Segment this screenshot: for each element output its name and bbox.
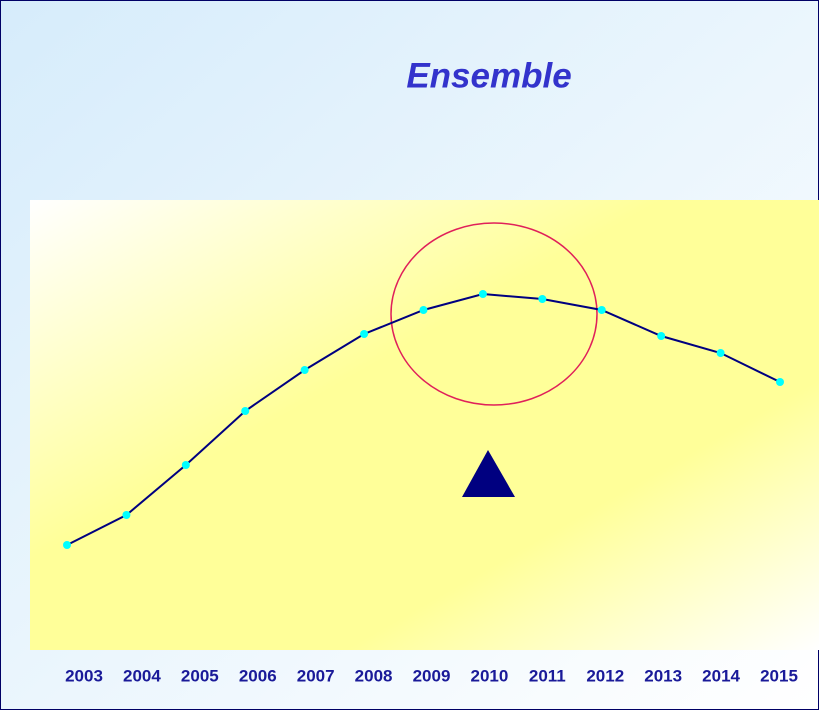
- x-tick-label: 2006: [239, 666, 277, 685]
- x-tick-label: 2003: [65, 666, 103, 685]
- x-tick-label: 2009: [413, 666, 451, 685]
- x-tick-label: 2012: [586, 666, 624, 685]
- chart-panel: [30, 200, 819, 650]
- x-tick-label: 2015: [760, 666, 798, 685]
- pointer-triangle: [462, 450, 515, 497]
- x-tick-label: 2005: [181, 666, 219, 685]
- x-tick-label: 2007: [297, 666, 335, 685]
- x-tick-label: 2013: [644, 666, 682, 685]
- data-point: [538, 295, 547, 303]
- data-point: [716, 349, 725, 357]
- x-tick-label: 2010: [471, 666, 509, 685]
- data-point: [597, 306, 606, 314]
- data-point: [419, 306, 428, 314]
- data-point: [181, 461, 190, 469]
- data-point: [300, 366, 309, 374]
- x-tick-label: 2008: [355, 666, 393, 685]
- x-tick-label: 2011: [529, 666, 566, 685]
- data-point: [63, 541, 71, 549]
- highlight-circle: [390, 222, 598, 406]
- data-point: [776, 378, 784, 386]
- x-tick-label: 2014: [702, 666, 740, 685]
- data-point: [478, 290, 487, 298]
- x-tick-label: 2004: [123, 666, 161, 685]
- data-point: [657, 332, 666, 340]
- chart-title: Ensemble: [406, 56, 571, 95]
- data-point: [122, 511, 131, 519]
- data-point: [241, 407, 250, 415]
- data-point: [360, 330, 369, 338]
